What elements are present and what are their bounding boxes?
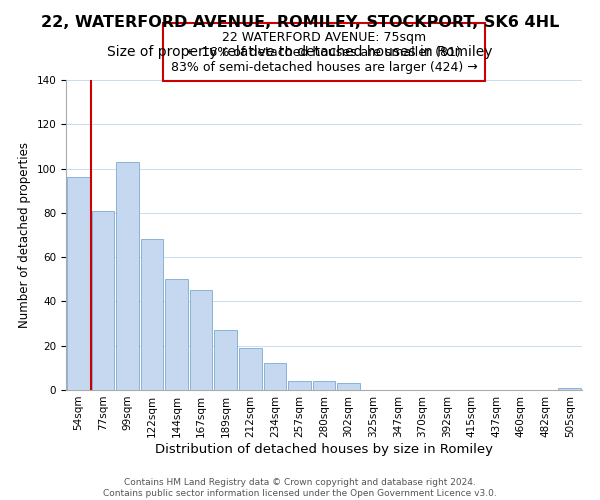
Bar [116, 162, 139, 390]
Bar [559, 388, 581, 390]
Bar [239, 348, 262, 390]
Text: 22 WATERFORD AVENUE: 75sqm
← 16% of detached houses are smaller (81)
83% of semi: 22 WATERFORD AVENUE: 75sqm ← 16% of deta… [170, 31, 478, 74]
X-axis label: Distribution of detached houses by size in Romiley: Distribution of detached houses by size … [155, 442, 493, 456]
Bar [67, 178, 89, 390]
Bar [313, 381, 335, 390]
Text: Size of property relative to detached houses in Romiley: Size of property relative to detached ho… [107, 45, 493, 59]
Bar [92, 210, 114, 390]
Bar [337, 384, 360, 390]
Bar [190, 290, 212, 390]
Bar [165, 280, 188, 390]
Bar [263, 364, 286, 390]
Y-axis label: Number of detached properties: Number of detached properties [18, 142, 31, 328]
Bar [140, 240, 163, 390]
Bar [214, 330, 237, 390]
Bar [288, 381, 311, 390]
Text: Contains HM Land Registry data © Crown copyright and database right 2024.
Contai: Contains HM Land Registry data © Crown c… [103, 478, 497, 498]
Text: 22, WATERFORD AVENUE, ROMILEY, STOCKPORT, SK6 4HL: 22, WATERFORD AVENUE, ROMILEY, STOCKPORT… [41, 15, 559, 30]
